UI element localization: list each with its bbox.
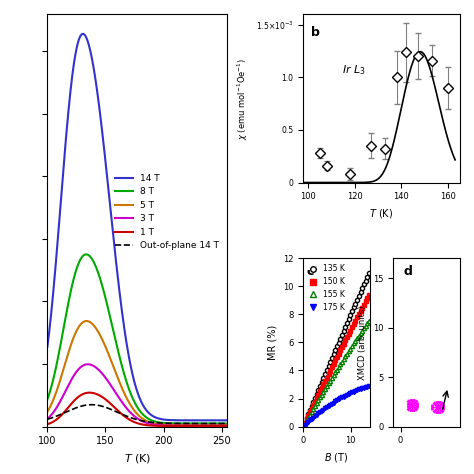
Y-axis label: XMCD (arb. units): XMCD (arb. units) xyxy=(358,305,367,380)
Legend: 135 K, 150 K, 155 K, 175 K: 135 K, 150 K, 155 K, 175 K xyxy=(307,262,347,314)
Legend: 14 T, 8 T, 5 T, 3 T, 1 T, Out-of-plane 14 T: 14 T, 8 T, 5 T, 3 T, 1 T, Out-of-plane 1… xyxy=(111,170,223,254)
Text: c: c xyxy=(307,265,314,278)
X-axis label: $T$ (K): $T$ (K) xyxy=(124,452,151,465)
X-axis label: $B$ (T): $B$ (T) xyxy=(324,451,349,464)
Text: Ir $L_3$: Ir $L_3$ xyxy=(342,63,366,77)
Y-axis label: $\chi$ (emu mol$^{-1}$Oe$^{-1}$): $\chi$ (emu mol$^{-1}$Oe$^{-1}$) xyxy=(236,57,250,139)
X-axis label: $T$ (K): $T$ (K) xyxy=(369,207,393,220)
Text: d: d xyxy=(403,265,412,278)
Text: b: b xyxy=(311,26,320,39)
Y-axis label: MR (%): MR (%) xyxy=(267,325,277,360)
